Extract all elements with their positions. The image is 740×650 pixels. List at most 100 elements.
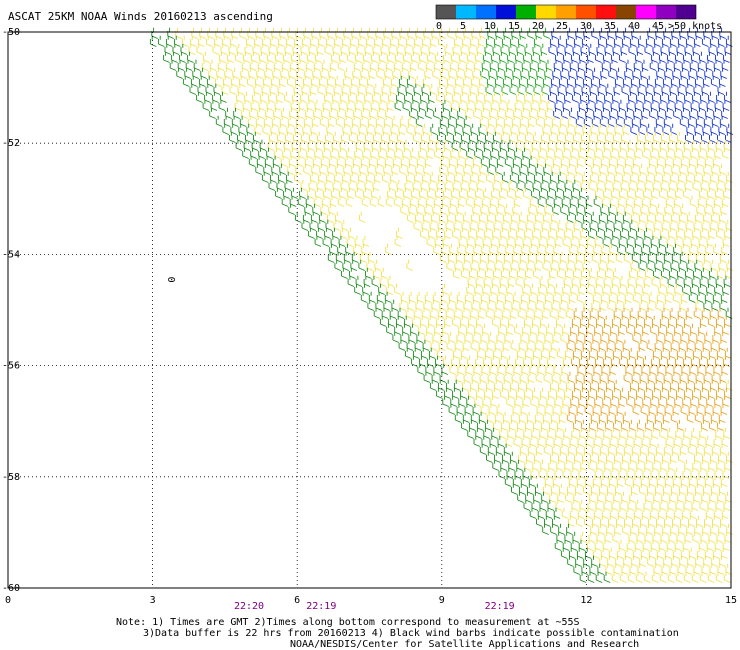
- wind-barb: [475, 139, 483, 151]
- wind-barb: [301, 35, 309, 47]
- wind-barb: [677, 267, 684, 279]
- wind-barb: [647, 443, 655, 455]
- wind-barb: [501, 267, 508, 279]
- wind-barb: [440, 155, 448, 167]
- wind-barb: [669, 491, 676, 503]
- wind-barb: [691, 427, 698, 439]
- wind-barb: [297, 195, 305, 207]
- wind-barb: [712, 331, 720, 343]
- wind-barb: [686, 75, 694, 87]
- wind-barb: [695, 115, 703, 127]
- wind-barb: [684, 43, 692, 55]
- wind-barb: [616, 475, 624, 487]
- wind-barb: [719, 163, 726, 175]
- wind-barb: [611, 499, 619, 511]
- wind-barb: [418, 99, 426, 111]
- wind-barb: [445, 171, 453, 183]
- wind-barb: [704, 331, 712, 343]
- wind-barb: [593, 363, 601, 375]
- wind-barb: [488, 403, 496, 415]
- wind-barb: [684, 91, 691, 103]
- wind-barb: [205, 35, 213, 47]
- wind-barb: [542, 339, 550, 351]
- wind-barb: [642, 147, 649, 159]
- wind-barb: [324, 91, 331, 103]
- wind-barb: [656, 331, 664, 343]
- wind-barb: [658, 395, 665, 407]
- wind-barb: [275, 51, 282, 63]
- wind-barb: [672, 291, 680, 303]
- wind-barb: [505, 243, 512, 255]
- wind-barb: [640, 475, 648, 487]
- wind-barb: [447, 299, 455, 311]
- wind-barb: [303, 115, 311, 127]
- wind-barb: [407, 27, 414, 39]
- wind-barb: [323, 187, 330, 199]
- wind-barb: [681, 507, 689, 519]
- wind-barb: [494, 75, 502, 87]
- wind-barb: [429, 219, 437, 231]
- wind-barb: [700, 227, 707, 239]
- wind-barb: [560, 403, 568, 415]
- wind-barb: [463, 371, 471, 383]
- wind-barb: [526, 339, 534, 351]
- wind-barb: [448, 203, 455, 215]
- wind-barb: [686, 211, 694, 223]
- wind-barb: [491, 187, 498, 199]
- wind-barb: [391, 27, 398, 39]
- wind-barb: [374, 259, 382, 271]
- wind-barb: [284, 179, 292, 191]
- wind-barb: [366, 75, 374, 87]
- wind-barb: [655, 371, 663, 383]
- wind-barb: [500, 43, 508, 55]
- wind-barb: [493, 379, 501, 391]
- wind-barb: [550, 339, 558, 351]
- wind-barb: [627, 187, 634, 199]
- wind-barb: [334, 211, 342, 223]
- wind-barb: [704, 203, 711, 215]
- wind-barb: [348, 43, 356, 55]
- wind-barb: [540, 43, 548, 55]
- wind-barb: [560, 155, 568, 167]
- wind-barb: [715, 139, 723, 151]
- wind-barb: [423, 163, 430, 175]
- wind-barb: [455, 371, 463, 383]
- wind-barb: [688, 403, 696, 415]
- wind-barb: [461, 307, 469, 319]
- wind-barb: [639, 483, 646, 495]
- wind-barb: [314, 99, 322, 111]
- wind-barb: [612, 179, 620, 191]
- wind-barb: [657, 363, 665, 375]
- wind-barb: [501, 307, 509, 319]
- wind-barb: [600, 547, 608, 559]
- wind-barb: [319, 163, 326, 175]
- wind-barb: [628, 387, 635, 399]
- wind-barb: [565, 491, 572, 503]
- wind-barb: [189, 35, 197, 47]
- wind-barb: [571, 499, 579, 511]
- wind-barb: [703, 115, 711, 127]
- wind-barb: [716, 459, 723, 471]
- wind-barb: [316, 43, 324, 55]
- wind-barb: [309, 131, 316, 143]
- wind-barb: [536, 155, 544, 167]
- wind-barb: [699, 355, 706, 367]
- wind-barb: [526, 259, 534, 271]
- wind-barb: [615, 27, 622, 39]
- wind-barb: [534, 211, 542, 223]
- colorbar-swatch: [556, 5, 576, 19]
- wind-barb: [633, 195, 641, 207]
- wind-barb: [531, 499, 539, 511]
- wind-barb: [196, 43, 204, 55]
- wind-barb: [693, 83, 701, 95]
- wind-barb: [424, 155, 432, 167]
- wind-barb: [594, 147, 601, 159]
- wind-barb: [591, 483, 598, 495]
- wind-barb: [573, 307, 581, 319]
- wind-barb: [567, 27, 574, 39]
- wind-barb: [619, 139, 627, 151]
- wind-barb: [362, 235, 370, 247]
- wind-barb: [664, 291, 672, 303]
- wind-barb: [692, 179, 700, 191]
- wind-barb: [717, 35, 725, 47]
